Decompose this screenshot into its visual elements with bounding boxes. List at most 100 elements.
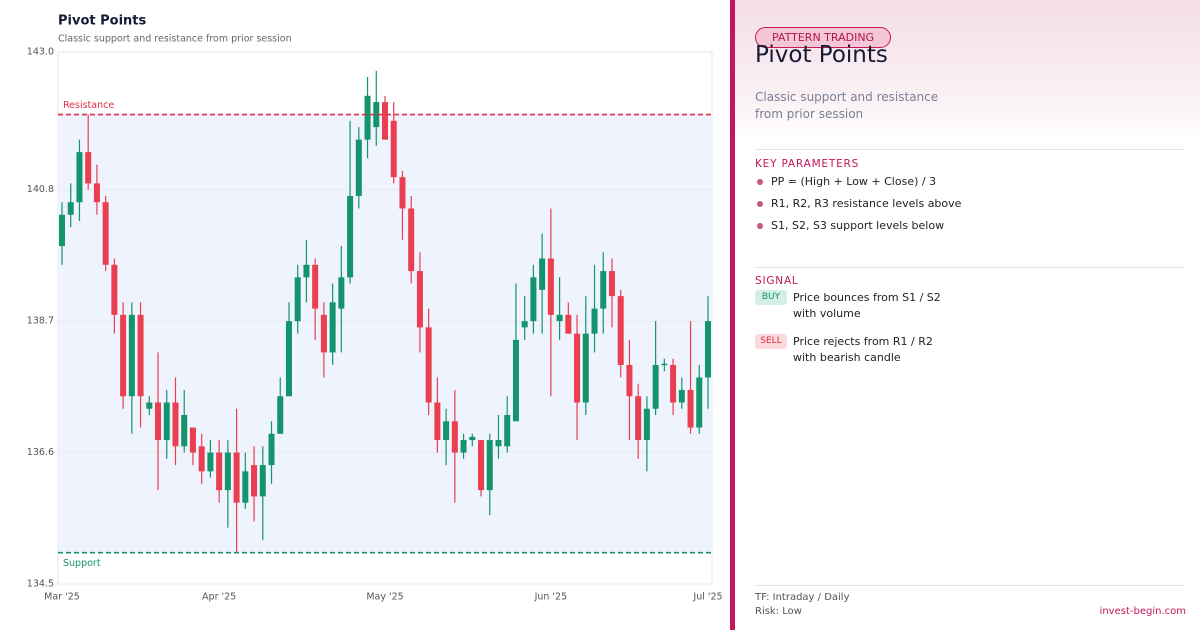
candle-body [155,402,162,441]
candle-body [608,271,615,297]
candle-body [85,152,92,184]
candle-body [504,415,511,447]
candle-body [364,95,371,140]
candle-body [259,465,266,497]
signal-line: with volume [793,307,861,320]
signal-line: Price bounces from S1 / S2 [793,291,941,304]
x-tick-label: Mar '25 [44,592,80,603]
candle-body [172,402,179,447]
candle-body [574,333,581,403]
candle-body [67,202,74,215]
candle-body [635,396,642,441]
candle-body [539,258,546,290]
param: S1, S2, S3 support levels below [756,219,945,232]
candle-body [565,314,572,334]
param: R1, R2, R3 resistance levels above [756,197,962,210]
candle-body [294,277,301,322]
candle-body [705,321,711,378]
candle-body [434,402,441,441]
candle-body [547,258,554,315]
x-tick-label: May '25 [366,592,403,603]
signal-line: with bearish candle [793,351,901,364]
candle-body [478,440,485,491]
chart-subtitle: Classic support and resistance from prio… [58,34,292,45]
x-tick-label: Jul '25 [692,592,722,603]
section-heading: SIGNAL [755,275,799,287]
candle-body [512,339,519,422]
separator [755,585,1185,586]
candle-body [76,152,83,203]
candle-body [425,327,432,403]
candle-body [460,440,467,453]
candle-body [408,208,415,272]
candle-body [312,264,319,309]
candle-body [347,195,354,278]
separator [755,267,1185,268]
x-tick-label: Jun '25 [534,592,568,603]
candle-body [495,440,502,447]
candle-body [661,363,668,366]
candle-body [216,452,223,491]
panel-subtitle: Classic support and resistance from prior… [755,89,938,123]
candle-body [399,177,406,209]
candle-body [373,102,380,128]
footer-text: TF: Intraday / Daily [755,592,850,603]
badge: PATTERN TRADING [755,27,892,48]
candle-body [678,389,685,403]
candle-body [251,465,258,497]
candle-body [338,277,345,309]
candle-body [687,389,694,428]
candle-body [521,321,528,328]
subtitle-line: from prior session [755,107,864,121]
candle-body [233,452,240,503]
x-tick-label: Apr '25 [202,592,236,603]
candle-body [242,471,249,503]
candle-body [643,408,650,441]
candle-body [530,277,537,322]
candle-body [111,264,118,315]
subtitle-line: Classic support and resistance [755,90,939,104]
chart: Pivot Points Classic support and resista… [27,14,723,603]
level-zone [58,114,712,553]
candle-body [181,415,188,447]
candle-body [189,427,196,453]
separator [755,149,1185,150]
y-tick-label: 136.6 [27,447,54,458]
candle-body [128,314,135,397]
candle-body [617,296,624,365]
candle-body [59,214,65,247]
sell-tag: SELL [755,334,787,349]
candle-body [626,364,633,397]
candle-body [591,308,598,334]
candle-body [303,264,310,278]
candle-body [556,314,563,322]
candle-body [382,102,388,140]
y-tick-label: 140.8 [27,184,54,195]
candle-body [120,314,127,397]
candle-body [320,314,327,353]
candle-body [268,433,275,466]
candle-body [137,314,144,397]
candle-body [469,436,476,441]
candle-body [582,333,589,403]
signal-text: Price rejects from R1 / R2 with bearish c… [793,334,933,366]
candle-body [93,183,100,203]
candle-body [600,271,607,309]
level-label: Resistance [63,100,114,111]
candle-body [696,377,703,428]
candle-body [329,302,336,353]
y-tick-label: 134.5 [27,579,54,590]
candle-body [163,402,170,441]
candle-body [207,452,214,472]
candle-body [355,139,362,196]
buy-tag: BUY [755,290,787,305]
y-tick-label: 143.0 [27,47,54,58]
candle-body [277,396,284,434]
candle-body [416,271,423,328]
candle-body [486,440,493,491]
candle-body [146,402,153,409]
panel-title: Pivot Points [755,42,888,68]
footer-text: Risk: Low [755,606,802,617]
candle-body [285,321,292,397]
